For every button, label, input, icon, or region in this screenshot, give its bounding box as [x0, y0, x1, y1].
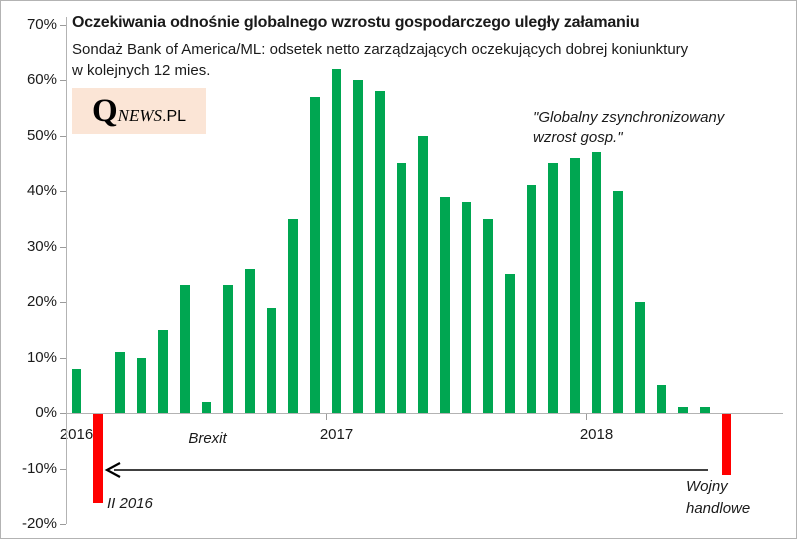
data-bar [331, 68, 342, 413]
annotation-trade-wars-line2: handlowe [686, 500, 751, 517]
chart-subtitle-line1: Sondaż Bank of America/ML: odsetek netto… [72, 41, 689, 58]
qnews-logo-pl: .PL [162, 108, 187, 125]
data-bar [136, 357, 147, 413]
qnews-logo: QNEWS.PL [72, 88, 206, 134]
data-bar [353, 80, 363, 413]
x-axis-zero-line [66, 413, 783, 414]
annotation-global-growth-line1: "Globalny zsynchronizowany [533, 109, 725, 126]
data-bar [505, 274, 515, 413]
data-bar [591, 152, 602, 413]
y-axis-tick-mark [60, 80, 66, 81]
y-axis-tick-label: 70% [26, 15, 57, 33]
y-axis-tick-mark [60, 468, 66, 470]
x-axis-year-label: 2017 [319, 426, 354, 443]
y-axis-tick-mark [60, 524, 66, 525]
data-bar [570, 157, 580, 413]
y-axis-tick-label: 30% [26, 237, 57, 255]
x-axis-tick-mark [585, 414, 587, 420]
y-axis-tick-label: 20% [26, 293, 57, 310]
qnews-logo-q: Q [91, 93, 118, 129]
y-axis-tick-label: 60% [26, 71, 57, 88]
y-axis-tick-mark [60, 246, 66, 248]
data-bar [656, 385, 667, 413]
y-axis-tick-label: 0% [35, 404, 57, 421]
chart-subtitle-line2: w kolejnych 12 mies. [72, 62, 211, 79]
y-axis-tick-mark [60, 357, 66, 359]
annotation-feb-2016: II 2016 [107, 495, 153, 512]
y-axis-line [66, 17, 67, 524]
qnews-logo-news: NEWS [117, 106, 163, 125]
data-bar [310, 96, 320, 413]
y-axis-tick-mark [60, 135, 66, 137]
data-bar [635, 302, 645, 413]
data-bar [375, 91, 385, 413]
data-bar [158, 329, 168, 413]
y-axis-tick-mark [60, 191, 66, 192]
x-axis-tick-mark [325, 414, 327, 420]
data-bar [700, 407, 710, 413]
y-axis-tick-label: 50% [26, 126, 57, 144]
y-axis-tick-label: -20% [21, 515, 57, 532]
y-axis-tick-mark [60, 24, 66, 26]
y-axis-tick-label: 40% [26, 182, 57, 199]
data-bar [483, 218, 493, 413]
data-bar [721, 414, 732, 476]
data-bar [288, 218, 298, 413]
annotation-trade-wars: Wojny handlowe [686, 476, 750, 520]
y-axis-tick-label: 10% [26, 348, 57, 366]
data-bar [115, 351, 125, 413]
data-bar [461, 202, 472, 413]
data-bar [440, 196, 450, 413]
data-bar [266, 307, 277, 413]
data-bar [223, 285, 233, 413]
annotation-trade-wars-line1: Wojny [686, 478, 728, 495]
annotation-brexit: Brexit [188, 430, 227, 447]
y-axis-tick-mark [60, 302, 66, 303]
data-bar [613, 191, 623, 413]
y-axis-tick-mark [60, 413, 66, 414]
data-bar [93, 414, 103, 503]
data-bar [678, 407, 688, 413]
y-axis-tick-label: -10% [21, 459, 57, 477]
data-bar [418, 135, 428, 413]
data-bar [71, 368, 82, 413]
data-bar [180, 285, 190, 413]
data-bar [201, 401, 212, 413]
data-bar [396, 163, 407, 413]
chart-title: Oczekiwania odnośnie globalnego wzrostu … [72, 14, 640, 31]
x-axis-year-label: 2018 [579, 426, 614, 443]
data-bar [548, 163, 558, 413]
timeline-arrow [104, 462, 708, 478]
data-bar [245, 268, 255, 413]
x-axis-year-label: 2016 [59, 426, 94, 443]
annotation-global-growth: "Globalny zsynchronizowany wzrost gosp." [533, 108, 724, 148]
data-bar [526, 185, 537, 413]
annotation-global-growth-line2: wzrost gosp." [533, 129, 623, 146]
